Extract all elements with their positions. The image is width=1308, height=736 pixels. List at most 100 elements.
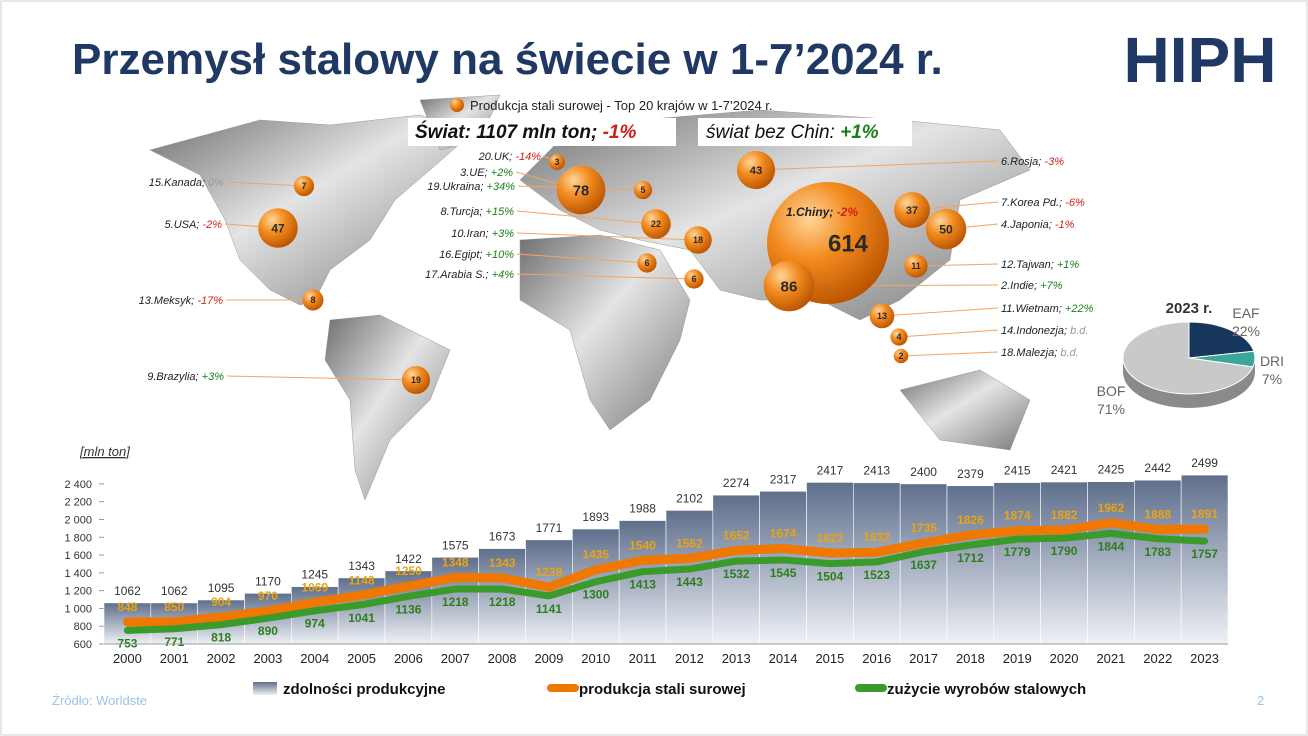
bubble	[684, 269, 704, 289]
x-tick-label: 2021	[1096, 651, 1125, 666]
x-tick-label: 2008	[488, 651, 517, 666]
bubble-value: 19	[411, 375, 421, 385]
country-name: 9.Brazylia;	[147, 371, 198, 383]
country-name: 15.Kanada;	[149, 177, 205, 189]
annotation-box	[698, 118, 912, 146]
legend-label: zdolności produkcyjne	[283, 681, 446, 698]
x-tick-label: 2009	[534, 651, 563, 666]
country-change: +10%	[486, 249, 515, 261]
data-label: 1623	[817, 531, 844, 545]
data-label: 1148	[349, 573, 375, 587]
x-tick-label: 2010	[581, 651, 610, 666]
bar	[946, 485, 995, 645]
x-tick-label: 2011	[629, 651, 657, 666]
annotation-box	[408, 118, 676, 146]
bubble-value: 18	[693, 235, 703, 245]
x-tick-label: 2004	[300, 651, 329, 666]
bar	[712, 494, 760, 645]
country-name: 1.Chiny;	[786, 205, 833, 219]
data-label: 1435	[582, 548, 609, 562]
leader-line	[881, 307, 999, 317]
world-ex-china: świat bez Chin: +1%	[706, 122, 879, 143]
x-tick-label: 2003	[253, 651, 282, 666]
data-label: 1891	[1191, 507, 1218, 521]
x-tick-label: 2017	[909, 651, 938, 666]
bubble-value: 11	[911, 261, 921, 271]
bubble-value: 5	[640, 185, 645, 195]
country-name: 4.Japonia;	[1001, 219, 1052, 231]
country-name: 8.Turcja;	[441, 206, 483, 218]
leader-line	[755, 160, 999, 171]
legend-label: produkcja stali surowej	[579, 681, 746, 698]
pie-slice	[1122, 321, 1254, 395]
data-label: 848	[117, 600, 137, 614]
bar	[618, 520, 667, 645]
country-change: -2%	[202, 219, 222, 231]
country-change: b.d.	[1070, 325, 1088, 337]
x-tick-label: 2020	[1050, 651, 1079, 666]
country-name: 11.Wietnam;	[1001, 303, 1062, 315]
bubble-value: 8	[310, 295, 315, 305]
country-change: +15%	[486, 206, 515, 218]
data-label: 1826	[957, 513, 984, 527]
bubble-value: 13	[877, 311, 887, 321]
leader-line	[226, 375, 417, 381]
bubble	[763, 260, 815, 312]
bubble	[869, 303, 895, 329]
bubble-value: 86	[781, 278, 798, 295]
country-label: 14.Indonezja; b.d.	[1001, 325, 1088, 337]
country-change: +2%	[491, 167, 514, 179]
country-change: b.d.	[1060, 347, 1078, 359]
data-label: 1844	[1098, 539, 1125, 553]
country-label: 6.Rosja; -3%	[1001, 156, 1064, 168]
source: Źródło: Worldste	[52, 693, 147, 708]
country-label: 1.Chiny; -2%	[786, 205, 858, 219]
bubble	[401, 365, 431, 395]
bar	[478, 548, 526, 645]
country-label: 18.Malezja; b.d.	[1001, 347, 1079, 359]
bar	[993, 482, 1041, 645]
data-label: 1141	[536, 602, 562, 616]
x-tick-label: 2001	[160, 651, 189, 666]
pie-label: DRI	[1260, 353, 1284, 369]
data-label: 1632	[863, 530, 890, 544]
bubble	[904, 254, 928, 278]
data-label: 1523	[863, 568, 890, 582]
country-change: +1%	[1057, 259, 1080, 271]
y-tick-label: 2 000	[64, 514, 92, 526]
data-label: 1575	[442, 538, 469, 552]
data-label: 1757	[1191, 547, 1218, 561]
country-name: 7.Korea Pd.;	[1001, 197, 1062, 209]
country-name: 10.Iran;	[451, 228, 488, 240]
y-tick-label: 1 200	[64, 586, 92, 598]
data-label: 1790	[1051, 544, 1078, 558]
country-change: +22%	[1065, 303, 1094, 315]
y-tick-label: 800	[74, 621, 92, 633]
data-label: 771	[164, 635, 184, 649]
data-label: 1783	[1144, 545, 1171, 559]
data-label: 1893	[582, 510, 609, 524]
y-tick-label: 1 000	[64, 603, 92, 615]
data-label: 1343	[489, 556, 516, 570]
bubble	[633, 180, 653, 200]
country-change: +7%	[1040, 280, 1063, 292]
pie-slice	[1188, 321, 1255, 359]
data-label: 1300	[582, 588, 609, 602]
bar	[1087, 481, 1135, 645]
country-label: 8.Turcja; +15%	[441, 206, 515, 218]
y-tick-label: 2 200	[64, 497, 92, 509]
line	[122, 518, 1210, 627]
country-label: 5.USA; -2%	[165, 219, 223, 231]
bubble	[637, 253, 657, 273]
country-name: 2.Indie;	[1000, 280, 1037, 292]
data-label: 1041	[348, 611, 375, 625]
bar	[665, 510, 714, 645]
country-label: 7.Korea Pd.; -6%	[1001, 197, 1085, 209]
y-tick-label: 2 400	[64, 479, 92, 491]
pie-label: EAF	[1232, 305, 1259, 321]
country-name: 17.Arabia S.;	[425, 269, 489, 281]
data-label: 1218	[442, 595, 469, 609]
x-tick-label: 2000	[113, 651, 142, 666]
data-label: 2415	[1004, 464, 1031, 478]
country-label: 2.Indie; +7%	[1000, 280, 1063, 292]
